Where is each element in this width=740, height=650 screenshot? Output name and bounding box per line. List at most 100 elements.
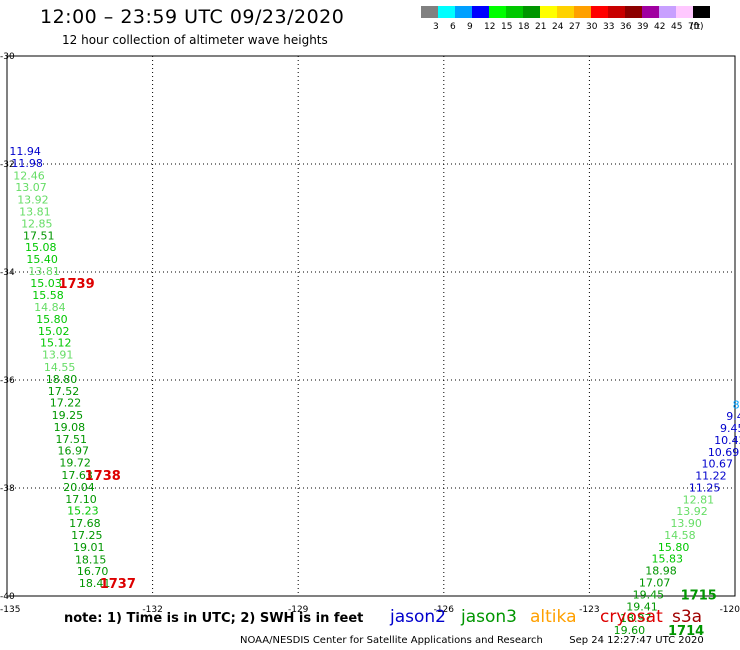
swh-label: 17.63 [61, 469, 92, 482]
legend-swatch [472, 6, 489, 18]
legend-swatch [455, 6, 472, 18]
swh-label: 18.97 [620, 612, 652, 625]
x-tick-label: -123 [579, 605, 599, 615]
swh-label: 17.22 [50, 397, 82, 410]
swh-label: 18.15 [75, 553, 107, 566]
swh-label: 15.23 [67, 505, 99, 518]
x-tick-label: -135 [0, 605, 20, 615]
legend-unit: (ft) [690, 22, 704, 32]
x-tick-label: -120 [720, 605, 740, 615]
swh-label: 14.55 [44, 361, 75, 374]
x-tick-label: -132 [142, 605, 162, 615]
swh-label: 16.97 [57, 445, 89, 458]
swh-label: 19.41 [626, 600, 658, 613]
legend-swatch [591, 6, 608, 18]
swh-label: 19.45 [633, 588, 665, 601]
legend-label: 42 [654, 22, 666, 32]
legend-label: 70 [688, 22, 700, 32]
y-tick-label: -30 [0, 52, 15, 62]
chart-subtitle: 12 hour collection of altimeter wave hei… [62, 33, 328, 47]
legend-label: 21 [535, 22, 547, 32]
swh-label: 10.42 [714, 434, 740, 447]
swh-label: 11.25 [689, 481, 721, 494]
swh-label: 9.48 [726, 410, 740, 423]
swh-label: 13.07 [15, 181, 47, 194]
footer-note: note: 1) Time is in UTC; 2) SWH is in fe… [64, 611, 364, 626]
legend-swatch [676, 6, 693, 18]
swh-label: 19.08 [54, 421, 85, 434]
legend-label: 24 [552, 22, 564, 32]
y-tick-label: -36 [0, 376, 15, 386]
swh-label: 15.12 [40, 337, 72, 350]
swh-label: 9.45 [720, 422, 740, 435]
legend-label: 36 [620, 22, 632, 32]
legend-swatch [625, 6, 642, 18]
legend-label: 30 [586, 22, 598, 32]
x-tick-label: -129 [288, 605, 309, 615]
legend-label: 9 [467, 22, 473, 32]
swh-label: 17.25 [71, 529, 103, 542]
swh-label: 11.98 [11, 157, 43, 170]
swh-label: 16.70 [77, 565, 109, 578]
legend-swatch [608, 6, 625, 18]
swh-label: 19.01 [73, 541, 105, 554]
swh-label: 17.10 [65, 493, 97, 506]
satellite-jason3: jason3 [461, 607, 517, 627]
swh-label: 17.51 [23, 229, 54, 242]
x-tick-label: -126 [434, 605, 455, 615]
swh-label: 11.94 [9, 145, 41, 158]
swh-label: 11.22 [695, 470, 727, 483]
legend-swatch [506, 6, 523, 18]
legend-label: 39 [637, 22, 649, 32]
time-label: 1739 [58, 277, 94, 292]
swh-label: 8.99 [733, 398, 740, 411]
swh-label: 15.08 [25, 241, 57, 254]
swh-label: 19.60 [614, 624, 646, 637]
y-tick-label: -40 [0, 592, 15, 602]
time-label: 1738 [85, 469, 121, 484]
time-label: 1715 [681, 588, 717, 603]
credit-timestamp: Sep 24 12:27:47 UTC 2020 [569, 635, 704, 646]
legend-label: 18 [518, 22, 530, 32]
satellite-s3a: s3a [672, 607, 703, 627]
legend-swatch [642, 6, 659, 18]
swh-label: 17.07 [639, 577, 671, 590]
swh-label: 12.85 [21, 217, 53, 230]
satellite-altika: altika [530, 607, 577, 627]
legend-swatch [421, 6, 438, 18]
y-tick-label: -38 [0, 484, 15, 494]
swh-label: 13.81 [19, 206, 50, 219]
swh-label: 15.83 [652, 553, 684, 566]
legend-label: 33 [603, 22, 615, 32]
swh-label: 14.58 [664, 529, 696, 542]
legend-swatch [489, 6, 506, 18]
footer-credit: NOAA/NESDIS Center for Satellite Applica… [240, 635, 704, 646]
swh-label: 18.41 [79, 577, 111, 590]
swh-label: 17.68 [69, 517, 101, 530]
swh-label: 12.46 [13, 169, 45, 182]
credit-text: NOAA/NESDIS Center for Satellite Applica… [240, 635, 543, 646]
swh-label: 17.51 [56, 433, 88, 446]
y-tick-label: -32 [0, 160, 15, 170]
swh-label: 13.90 [670, 517, 702, 530]
swh-label: 15.40 [26, 253, 58, 266]
swh-label: 17.52 [48, 385, 80, 398]
swh-label: 13.91 [42, 349, 74, 362]
swh-label: 13.92 [676, 505, 708, 518]
swh-label: 10.67 [702, 458, 734, 471]
swh-label: 15.58 [32, 289, 64, 302]
plot-frame [6, 55, 736, 597]
legend-label: 45 [671, 22, 683, 32]
time-label: 1737 [100, 577, 136, 592]
legend-swatch [438, 6, 455, 18]
satellite-jason2: jason2 [390, 607, 446, 627]
swh-label: 18.80 [46, 373, 78, 386]
swh-label: 15.02 [38, 325, 70, 338]
swh-label: 13.92 [17, 194, 49, 207]
legend-swatch [523, 6, 540, 18]
y-tick-label: -34 [0, 268, 15, 278]
swh-label: 12.81 [683, 493, 715, 506]
legend-swatch [693, 6, 710, 18]
